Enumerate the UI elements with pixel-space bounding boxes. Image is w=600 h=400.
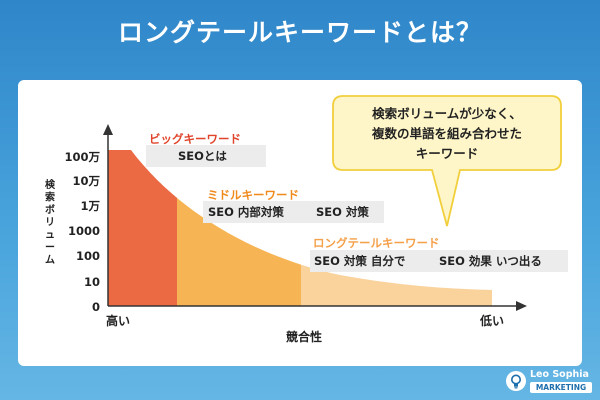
big-keyword-example-1: SEOとは xyxy=(178,149,227,163)
y-axis-arrow xyxy=(103,124,113,135)
y-axis-label-text: 検索ボリューム xyxy=(45,178,56,266)
callout-line-1: 検索ボリュームが少なく、 xyxy=(372,106,522,121)
y-axis-label: 検索ボリューム xyxy=(45,178,56,266)
y-tick-label: 1万 xyxy=(80,199,100,213)
middle-keyword-label-bg xyxy=(203,201,384,223)
title-banner: ロングテールキーワードとは？ xyxy=(0,0,600,62)
middle-keyword-example-1: SEO 内部対策 xyxy=(208,205,284,219)
brand-sub: MARKETING xyxy=(530,382,592,393)
long-tail-keyword-example-2: SEO 効果 いつ出る xyxy=(439,254,542,268)
long-tail-keyword-example-1: SEO 対策 自分で xyxy=(314,254,405,268)
x-axis-left-label: 高い xyxy=(106,313,130,328)
y-tick-label: 10万 xyxy=(72,174,100,188)
brand-name: Leo Sophia xyxy=(530,369,589,380)
x-axis-right-label: 低い xyxy=(479,313,504,328)
y-tick-label: 10 xyxy=(84,275,100,289)
y-tick-label: 1000 xyxy=(68,224,100,238)
big-keyword-label-group: ビッグキーワード SEOとは xyxy=(146,132,266,167)
big-keyword-label-bg xyxy=(146,145,266,167)
x-axis-arrow xyxy=(516,301,527,311)
callout-shape xyxy=(332,95,562,227)
big-keyword-name: ビッグキーワード xyxy=(149,132,241,146)
middle-keyword-label-group: ミドルキーワード SEO 内部対策 SEO 対策 xyxy=(203,188,384,223)
callout-line-2: 複数の単語を組み合わせた xyxy=(371,126,522,141)
y-tick-label: 100万 xyxy=(64,150,100,164)
y-tick-label: 100 xyxy=(76,249,100,263)
x-axis-label: 競合性 xyxy=(286,329,322,344)
page-title: ロングテールキーワードとは？ xyxy=(117,18,482,47)
middle-keyword-name: ミドルキーワード xyxy=(207,188,299,202)
callout-bubble: 検索ボリュームが少なく、 複数の単語を組み合わせた キーワード xyxy=(332,95,562,227)
y-tick-label: 0 xyxy=(92,300,100,314)
long-tail-keyword-name: ロングテールキーワード xyxy=(313,236,440,250)
brand-logo-block: Leo Sophia MARKETING xyxy=(505,368,595,396)
middle-keyword-example-2: SEO 対策 xyxy=(316,205,369,219)
long-tail-keyword-label-group: ロングテールキーワード SEO 対策 自分で SEO 効果 いつ出る xyxy=(310,236,568,272)
lightbulb-icon xyxy=(506,371,526,391)
callout-line-3: キーワード xyxy=(416,146,479,161)
long-tail-keyword-label-bg xyxy=(310,250,568,272)
